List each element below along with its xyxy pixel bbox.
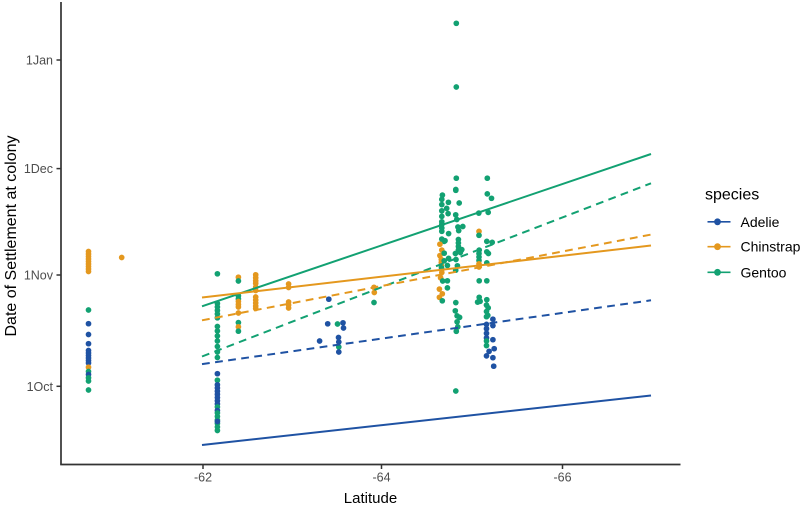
svg-text:-64: -64 (372, 471, 390, 485)
svg-text:Adelie: Adelie (741, 214, 780, 230)
svg-text:Gentoo: Gentoo (741, 264, 787, 280)
svg-text:-66: -66 (553, 471, 571, 485)
svg-text:Chinstrap: Chinstrap (741, 239, 800, 255)
svg-text:Date of Settlement at colony: Date of Settlement at colony (3, 136, 20, 337)
svg-text:1Oct: 1Oct (27, 380, 54, 394)
svg-text:-62: -62 (194, 471, 212, 485)
svg-text:species: species (705, 187, 759, 204)
svg-text:Latitude: Latitude (344, 490, 397, 507)
svg-text:1Dec: 1Dec (24, 162, 53, 176)
svg-text:1Jan: 1Jan (26, 54, 53, 68)
svg-text:1Nov: 1Nov (24, 269, 54, 283)
